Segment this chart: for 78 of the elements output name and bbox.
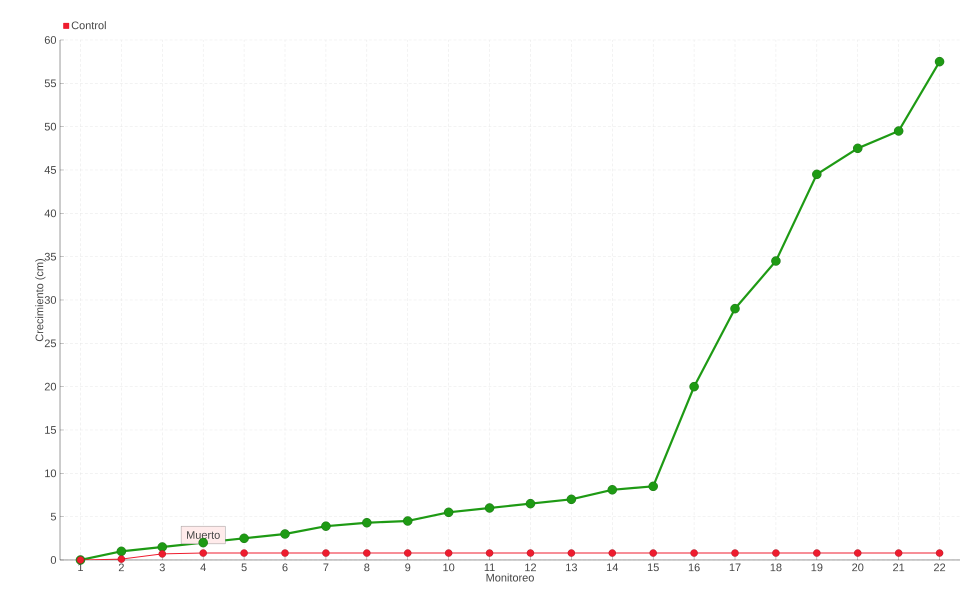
x-tick-label: 5 <box>241 564 247 572</box>
y-tick-label: 40 <box>44 209 56 218</box>
legend-label: Control <box>72 21 106 30</box>
point <box>158 550 166 558</box>
point <box>118 555 126 563</box>
y-axis-title: Crecimiento (cm) <box>35 258 46 342</box>
y-tick-label: 5 <box>50 512 56 520</box>
x-tick-label: 6 <box>282 564 288 572</box>
x-tick-label: 3 <box>160 564 165 572</box>
point <box>526 549 534 557</box>
point <box>444 508 454 518</box>
x-tick-label: 4 <box>200 564 206 572</box>
x-tick-label: 2 <box>118 564 124 572</box>
point <box>772 549 780 557</box>
annotation: Muerto <box>187 531 220 539</box>
point <box>608 485 618 495</box>
x-tick-label: 10 <box>443 564 454 572</box>
y-tick-label: 55 <box>44 80 56 88</box>
point <box>402 516 412 526</box>
point <box>363 549 371 557</box>
point <box>649 549 657 557</box>
y-tick-label: 45 <box>44 166 56 174</box>
point <box>484 503 494 513</box>
point <box>240 549 248 557</box>
point <box>281 549 289 557</box>
y-tick-label: 60 <box>44 36 56 44</box>
point <box>321 521 331 531</box>
point <box>731 549 739 557</box>
point <box>936 549 944 557</box>
point <box>322 549 330 557</box>
x-tick-label: 14 <box>607 564 618 572</box>
point <box>771 256 781 266</box>
y-tick-label: 20 <box>44 382 56 391</box>
point <box>568 549 576 557</box>
point <box>730 304 740 314</box>
point <box>689 382 699 392</box>
point <box>854 549 862 557</box>
point <box>444 549 452 557</box>
point <box>690 549 698 557</box>
x-tick-label: 19 <box>812 564 822 572</box>
y-tick-label: 10 <box>45 469 56 478</box>
x-tick-label: 11 <box>484 564 495 572</box>
point <box>812 170 822 180</box>
x-tick-label: 20 <box>852 564 864 572</box>
x-tick-label: 22 <box>934 564 946 572</box>
x-tick-label: 13 <box>566 564 577 572</box>
y-tick-label: 50 <box>44 122 56 131</box>
point <box>934 56 944 66</box>
x-tick-label: 21 <box>893 564 904 572</box>
point <box>894 549 902 557</box>
point <box>486 549 494 557</box>
point <box>526 498 536 508</box>
point <box>813 549 821 557</box>
x-tick-label: 12 <box>525 564 536 572</box>
x-tick-label: 9 <box>405 564 410 572</box>
x-tick-label: 7 <box>323 564 328 572</box>
y-tick-label: 0 <box>50 556 56 564</box>
point <box>404 549 412 557</box>
y-tick-label: 30 <box>44 296 56 304</box>
point <box>116 546 126 556</box>
point <box>158 542 168 552</box>
point <box>648 482 658 492</box>
y-tick-label: 15 <box>45 426 56 434</box>
y-tick-label: 35 <box>44 252 56 261</box>
point <box>852 144 862 154</box>
y-tick-label: 25 <box>44 339 56 348</box>
x-axis-title: Monitoreo <box>486 574 534 582</box>
point <box>566 494 576 504</box>
x-tick-label: 16 <box>688 564 700 572</box>
x-tick-label: 18 <box>770 564 782 572</box>
point <box>362 518 372 528</box>
x-tick-label: 8 <box>364 564 370 572</box>
point <box>608 549 616 557</box>
point <box>280 529 290 539</box>
point <box>239 534 249 544</box>
x-tick-label: 17 <box>730 564 741 572</box>
point <box>894 126 904 136</box>
x-tick-label: 15 <box>648 564 659 572</box>
